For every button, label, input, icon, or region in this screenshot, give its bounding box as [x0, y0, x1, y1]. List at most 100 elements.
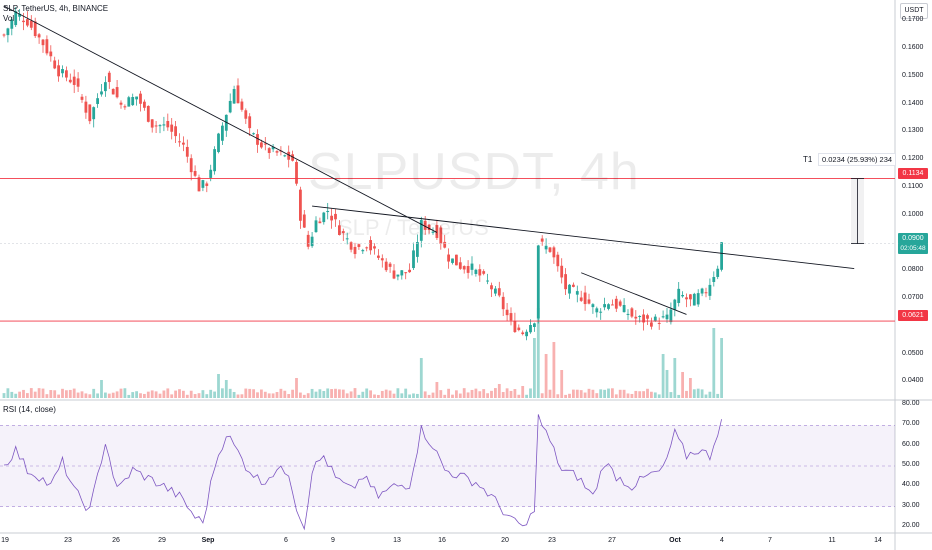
volume-bar: [564, 394, 567, 398]
candle-body: [174, 126, 177, 137]
volume-bar: [505, 388, 509, 398]
volume-bar: [462, 388, 466, 398]
price-tick-label: 0.1600: [902, 44, 924, 52]
candle-body: [146, 105, 150, 122]
rsi-tick-label: 20.00: [902, 522, 920, 529]
candle-body: [568, 284, 571, 294]
volume-bar: [369, 390, 372, 398]
volume-bar: [568, 393, 571, 398]
candle-body: [517, 327, 521, 331]
volume-bar: [716, 393, 720, 398]
volume-bar: [314, 391, 318, 398]
candle-body: [380, 258, 384, 261]
candle-body: [494, 288, 497, 294]
volume-bar: [174, 390, 177, 398]
candle-body: [458, 262, 462, 269]
volume-bar: [712, 328, 716, 398]
candle-body: [474, 269, 478, 274]
volume-bar: [283, 390, 287, 398]
volume-bar: [115, 391, 119, 398]
candle-body: [462, 266, 466, 270]
candle-body: [583, 292, 587, 305]
volume-bar: [33, 391, 37, 398]
candle-body: [544, 245, 548, 250]
candle-body: [513, 320, 517, 333]
candle-body: [170, 124, 174, 132]
trendline: [312, 205, 855, 270]
volume-bar: [178, 389, 181, 398]
time-tick-label: 29: [158, 537, 166, 544]
volume-bar: [486, 393, 489, 398]
candle-body: [416, 242, 419, 257]
volume-bar: [217, 374, 220, 398]
candle-body: [564, 274, 567, 290]
candle-body: [283, 155, 287, 157]
drawing-lines[interactable]: [0, 5, 895, 322]
candle-body: [127, 97, 131, 107]
rsi-label[interactable]: RSI (14, close): [3, 405, 56, 414]
volume-bar: [146, 391, 150, 398]
volume-bar: [704, 394, 708, 398]
candle-body: [455, 254, 458, 266]
volume-bar: [447, 388, 450, 398]
currency-button[interactable]: USDT: [900, 3, 928, 19]
volume-bar: [275, 392, 279, 398]
rsi-tick-label: 30.00: [902, 501, 920, 509]
rsi-tick-label: 60.00: [902, 440, 920, 448]
symbol-watermark: SLPUSDT, 4h: [308, 143, 640, 201]
volume-bar: [10, 391, 14, 398]
candle-body: [525, 331, 528, 337]
volume-bar: [154, 391, 158, 398]
price-tick-label: 0.1400: [902, 99, 924, 107]
volume-bar: [692, 389, 696, 398]
candle-body: [244, 110, 248, 119]
volume-bar: [646, 388, 649, 398]
rsi-tick-label: 70.00: [902, 420, 920, 428]
candle-body: [37, 34, 41, 38]
candle-body: [634, 316, 638, 319]
volume-bar: [53, 390, 57, 398]
volume-bar: [478, 391, 482, 398]
volume-bar: [681, 372, 684, 398]
volume-bar: [205, 394, 209, 398]
volume-bar: [213, 391, 216, 398]
volume-bar: [287, 394, 291, 398]
symbol-header[interactable]: SLP, TetherUS, 4h, BINANCE: [3, 4, 109, 13]
candle-body: [41, 39, 45, 46]
candle-body: [622, 305, 626, 313]
volume-bar: [470, 389, 474, 398]
candle-body: [642, 314, 645, 323]
candle-body: [720, 242, 723, 270]
candle-body: [326, 210, 330, 213]
candle-body: [575, 291, 579, 295]
candle-body: [166, 120, 170, 128]
volume-bar: [458, 393, 462, 398]
candle-body: [536, 245, 540, 319]
candle-body: [392, 270, 396, 279]
volume-bar: [439, 390, 443, 398]
volume-bar: [642, 391, 645, 398]
candle-body: [692, 293, 696, 306]
volume-bar: [123, 388, 127, 398]
rsi-pane: [0, 414, 895, 531]
volume-bar: [536, 308, 540, 398]
volume-bar: [57, 394, 60, 398]
candle-body: [486, 280, 489, 282]
candle-body: [299, 189, 302, 221]
volume-bar: [517, 394, 521, 398]
candle-body: [611, 304, 614, 306]
volume-bar: [322, 390, 326, 398]
volume-bar: [552, 342, 556, 398]
volume-bar: [45, 394, 49, 398]
support-price-tag: 0.0621: [898, 310, 928, 321]
volume-bar: [185, 394, 189, 398]
volume-bar: [158, 393, 162, 398]
candle-body: [131, 97, 135, 106]
candle-body: [533, 323, 536, 327]
candle-body: [291, 154, 294, 161]
candle-body: [681, 295, 684, 297]
volume-bar: [201, 390, 205, 398]
volume-bar: [22, 389, 25, 398]
